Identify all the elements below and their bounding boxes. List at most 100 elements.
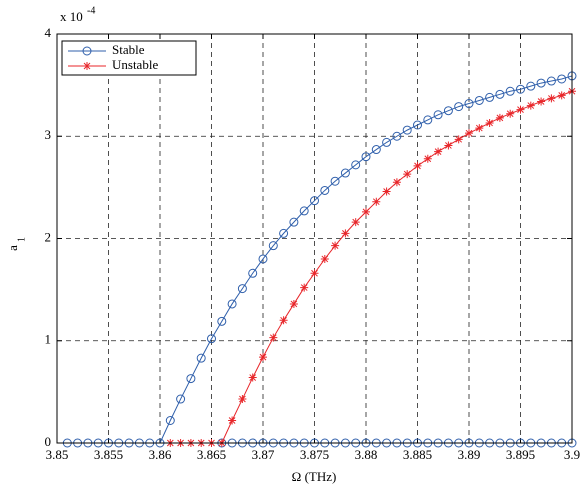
marker <box>268 241 278 251</box>
marker <box>495 89 505 99</box>
marker <box>454 102 464 112</box>
marker <box>289 217 299 227</box>
marker <box>557 74 567 84</box>
marker <box>82 46 92 56</box>
marker <box>299 206 309 216</box>
marker <box>227 299 237 309</box>
marker <box>259 353 267 362</box>
marker <box>392 131 402 141</box>
marker <box>340 168 350 178</box>
marker <box>300 283 309 292</box>
marker <box>443 106 453 116</box>
marker <box>186 374 196 384</box>
y-tick-label: 2 <box>45 229 52 244</box>
marker <box>464 99 474 109</box>
y-tick-label: 4 <box>45 25 52 40</box>
marker <box>351 160 361 170</box>
marker <box>237 284 247 294</box>
marker <box>434 147 443 156</box>
y-multiplier-exponent: -4 <box>87 5 95 16</box>
marker <box>526 101 535 110</box>
marker <box>536 78 546 88</box>
marker <box>165 416 175 426</box>
marker <box>248 373 257 382</box>
x-tick-label: 3.86 <box>149 447 172 462</box>
marker <box>228 416 237 425</box>
marker <box>330 176 340 186</box>
y-tick-label: 0 <box>45 434 52 449</box>
x-axis-label: Ω (THz) <box>292 469 337 484</box>
marker <box>454 135 463 144</box>
legend-label: Stable <box>112 42 145 57</box>
marker <box>207 334 216 344</box>
marker <box>423 115 433 125</box>
marker <box>546 76 556 86</box>
plot-frame <box>56 33 573 444</box>
y-axis-label-subscript: 1 <box>16 237 27 242</box>
marker <box>362 207 370 216</box>
x-tick-label: 3.895 <box>506 447 535 462</box>
marker <box>310 269 319 278</box>
marker <box>557 91 566 100</box>
x-tick-label: 3.87 <box>252 447 275 462</box>
x-tick-label: 3.875 <box>300 447 329 462</box>
marker <box>176 394 186 404</box>
marker <box>475 124 484 133</box>
marker <box>465 129 473 138</box>
marker <box>248 268 258 278</box>
marker <box>361 152 371 162</box>
marker <box>217 316 227 326</box>
legend-label: Unstable <box>112 57 158 72</box>
marker <box>474 95 484 105</box>
marker <box>506 109 515 118</box>
marker <box>537 97 546 106</box>
marker <box>279 228 289 238</box>
marker <box>403 170 412 179</box>
marker <box>331 241 340 250</box>
x-tick-label: 3.855 <box>94 447 123 462</box>
marker <box>83 62 91 70</box>
marker <box>485 118 494 127</box>
marker <box>516 84 525 94</box>
marker <box>413 161 422 170</box>
marker <box>547 94 556 103</box>
marker <box>258 254 268 264</box>
marker <box>269 333 278 342</box>
marker <box>444 141 453 150</box>
x-tick-label: 3.85 <box>46 447 69 462</box>
marker <box>371 145 381 155</box>
marker <box>238 395 247 404</box>
marker <box>526 81 536 91</box>
marker <box>413 120 422 130</box>
y-axis-label: a <box>5 245 20 251</box>
y-axis-label-group: a 1 <box>5 237 27 251</box>
y-tick-label: 1 <box>45 332 52 347</box>
marker <box>423 154 432 163</box>
x-tick-label: 3.865 <box>197 447 226 462</box>
marker <box>433 110 443 120</box>
marker <box>485 92 495 102</box>
marker <box>495 113 504 122</box>
marker <box>516 105 525 114</box>
y-multiplier: x 10 <box>60 9 83 24</box>
marker <box>372 197 381 206</box>
marker <box>320 254 329 263</box>
marker <box>320 185 330 195</box>
x-tick-label: 3.9 <box>564 447 580 462</box>
y-tick-label: 3 <box>45 127 52 142</box>
marker <box>351 218 360 227</box>
marker <box>382 137 392 147</box>
marker <box>382 187 391 196</box>
marker <box>392 178 401 187</box>
series-line <box>67 75 573 444</box>
marker <box>279 316 288 325</box>
x-tick-label: 3.88 <box>355 447 378 462</box>
x-tick-label: 3.89 <box>458 447 481 462</box>
marker <box>341 229 350 238</box>
marker <box>289 299 298 308</box>
marker <box>310 196 319 206</box>
marker <box>196 353 206 363</box>
x-tick-label: 3.885 <box>403 447 432 462</box>
